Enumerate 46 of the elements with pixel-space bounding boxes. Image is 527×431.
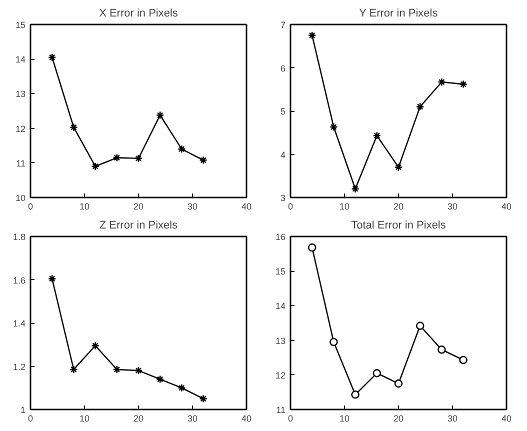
y-tick-label: 15 [15,20,26,30]
y-tick-label: 14 [275,301,286,312]
y-tick-label: 5 [280,106,286,116]
x-tick-label: 20 [393,414,404,424]
y-tick-label: 13 [15,89,26,100]
chart-title: Z Error in Pixels [99,220,178,232]
chart-title: X Error in Pixels [99,8,178,20]
y-tick-label: 11 [276,405,286,415]
x-tick-label: 40 [501,202,512,212]
y-tick-label: 16 [275,232,286,242]
x-tick-label: 40 [241,202,252,212]
x-tick-label: 0 [28,202,34,212]
x-tick-label: 10 [79,202,90,212]
x-tick-label: 30 [187,414,198,424]
y-tick-label: 14 [15,54,26,65]
y-tick-label: 1.8 [12,232,26,242]
chart-title: Total Error in Pixels [351,220,446,232]
y-tick-label: 1.2 [12,362,26,372]
x-tick-label: 20 [133,202,144,212]
y-tick-label: 13 [275,336,286,346]
chart-title: Y Error in Pixels [359,8,438,20]
x-tick-label: 0 [288,202,294,212]
x-tick-label: 30 [447,414,458,424]
y-tick-label: 6 [280,63,286,74]
x-tick-label: 20 [133,414,144,424]
x-tick-label: 10 [339,414,350,424]
y-tick-label: 15 [275,266,286,277]
y-tick-label: 4 [280,150,286,160]
y-tick-label: 3 [280,193,286,203]
x-tick-label: 40 [501,414,512,424]
y-tick-label: 12 [15,124,26,134]
x-tick-label: 10 [339,202,350,212]
x-tick-label: 10 [79,414,90,424]
y-tick-label: 1.6 [12,275,26,286]
y-tick-label: 1 [20,405,26,415]
x-tick-label: 30 [187,202,198,212]
x-tick-label: 20 [393,202,404,212]
x-tick-label: 0 [28,414,34,424]
y-tick-label: 12 [275,370,286,380]
x-tick-label: 30 [447,202,458,212]
x-tick-label: 40 [241,414,252,424]
x-tick-label: 0 [288,414,294,424]
y-tick-label: 1.4 [12,318,26,328]
y-tick-label: 11 [16,158,26,168]
y-tick-label: 7 [280,20,286,30]
y-tick-label: 10 [15,193,26,203]
